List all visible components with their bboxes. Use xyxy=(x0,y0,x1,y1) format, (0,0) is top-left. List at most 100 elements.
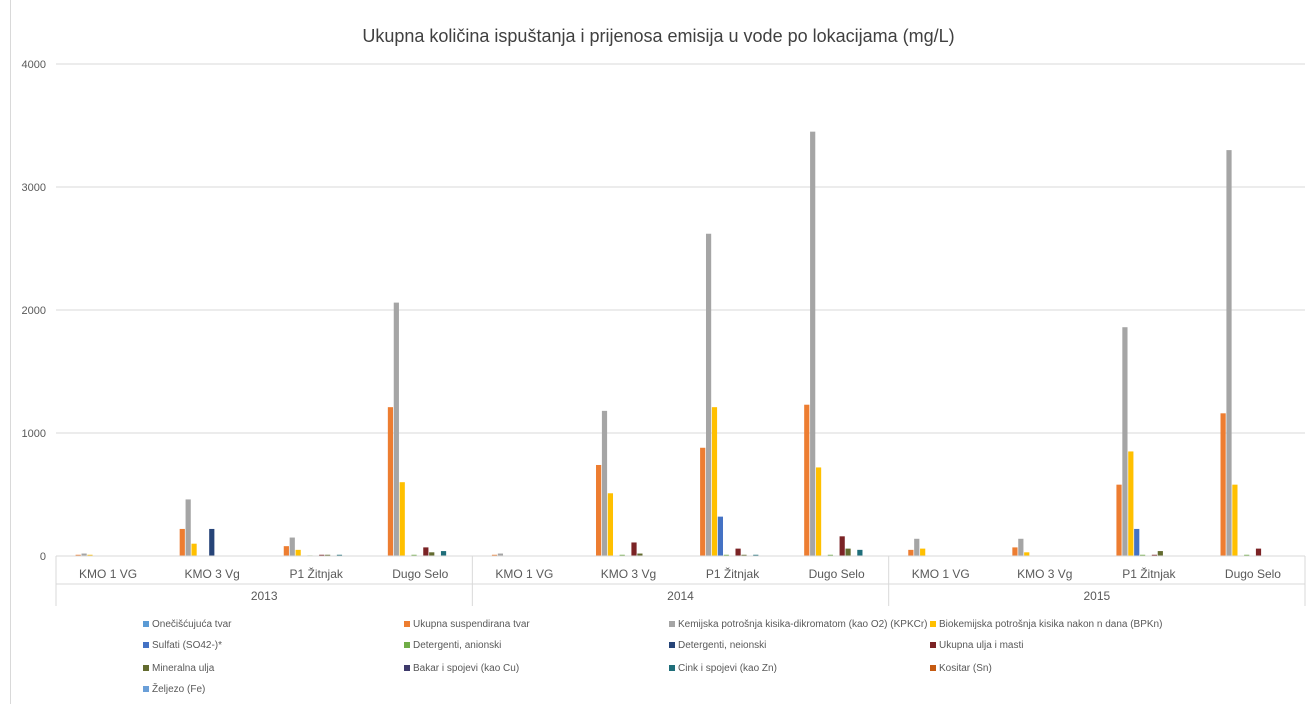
x-tick-label: P1 Žitnjak xyxy=(706,566,760,581)
bar xyxy=(845,548,851,556)
bar xyxy=(1140,554,1146,556)
y-tick-label: 4000 xyxy=(22,59,46,71)
bar xyxy=(179,528,185,556)
chart-frame xyxy=(10,0,1308,704)
legend-swatch xyxy=(930,621,936,627)
bar xyxy=(209,528,215,556)
bar xyxy=(1157,551,1163,556)
bar xyxy=(908,549,914,556)
bar xyxy=(87,554,93,556)
x-tick-label: Dugo Selo xyxy=(392,567,448,581)
bar xyxy=(319,554,325,556)
bar xyxy=(1134,528,1140,556)
y-tick-label: 3000 xyxy=(22,182,46,194)
bar xyxy=(411,554,417,556)
bar xyxy=(336,554,343,556)
x-tick-label: KMO 3 Vg xyxy=(1017,567,1072,581)
x-tick-label: P1 Žitnjak xyxy=(290,566,344,581)
bar xyxy=(717,516,723,556)
bar xyxy=(827,554,833,556)
y-tick-label: 1000 xyxy=(22,428,46,440)
bar xyxy=(429,552,435,556)
bar xyxy=(423,547,429,556)
legend-label: Onečišćujuća tvar xyxy=(152,619,232,630)
bar xyxy=(637,553,643,556)
bar xyxy=(735,548,741,556)
bar xyxy=(1122,327,1128,556)
bar xyxy=(596,464,602,556)
bar xyxy=(815,467,822,556)
bar xyxy=(1128,451,1134,556)
legend-label: Kemijska potrošnja kisika-dikromatom (ka… xyxy=(678,619,928,630)
bar xyxy=(497,553,504,556)
legend-label: Detergenti, neionski xyxy=(678,640,766,651)
x-tick-label: Dugo Selo xyxy=(1225,567,1281,581)
legend-swatch xyxy=(669,621,675,627)
bar xyxy=(393,302,399,556)
bar xyxy=(283,546,289,556)
legend-label: Mineralna ulja xyxy=(152,663,215,674)
x-tick-label: KMO 1 VG xyxy=(79,567,137,581)
bar xyxy=(1116,484,1122,556)
bar xyxy=(1220,413,1226,556)
legend-swatch xyxy=(143,686,149,692)
bar xyxy=(1012,547,1018,556)
bar xyxy=(914,538,920,556)
legend-swatch xyxy=(404,642,410,648)
bar xyxy=(804,404,810,556)
legend-label: Ukupna ulja i masti xyxy=(939,640,1023,651)
legend-swatch xyxy=(669,665,675,671)
bar xyxy=(75,554,81,556)
bar xyxy=(1024,552,1030,556)
bar xyxy=(705,233,712,557)
legend-label: Cink i spojevi (kao Zn) xyxy=(678,663,777,674)
x-tick-label: KMO 1 VG xyxy=(912,567,970,581)
legend-label: Sulfati (SO42-)* xyxy=(152,640,222,651)
x-tick-label: Dugo Selo xyxy=(809,567,865,581)
bar xyxy=(631,542,637,556)
x-tick-label: KMO 3 Vg xyxy=(184,567,239,581)
bar xyxy=(399,482,405,556)
bar xyxy=(711,407,718,556)
legend-swatch xyxy=(143,621,149,627)
bar xyxy=(741,554,747,556)
bar xyxy=(857,549,863,556)
bar xyxy=(1226,150,1232,556)
legend-label: Bakar i spojevi (kao Cu) xyxy=(413,663,519,674)
bar xyxy=(810,131,816,556)
x-group-label: 2013 xyxy=(251,589,278,603)
bar xyxy=(700,447,706,556)
legend-swatch xyxy=(930,642,936,648)
bar xyxy=(387,407,394,556)
legend-swatch xyxy=(404,665,410,671)
x-tick-label: KMO 3 Vg xyxy=(601,567,656,581)
bar xyxy=(81,553,87,556)
legend-swatch xyxy=(404,621,410,627)
bar xyxy=(325,554,331,556)
legend-swatch xyxy=(143,642,149,648)
legend-swatch xyxy=(930,665,936,671)
bar xyxy=(619,554,625,556)
bar xyxy=(920,548,926,556)
legend-label: Detergenti, anionski xyxy=(413,640,501,651)
bar xyxy=(839,536,845,556)
legend-label: Ukupna suspendirana tvar xyxy=(413,619,530,630)
bar xyxy=(723,554,729,556)
x-tick-label: P1 Žitnjak xyxy=(1122,566,1176,581)
bar xyxy=(185,499,191,556)
bar xyxy=(753,554,759,556)
y-tick-label: 2000 xyxy=(22,305,46,317)
legend-label: Kositar (Sn) xyxy=(939,663,992,674)
bar xyxy=(1018,538,1024,556)
bar xyxy=(491,554,498,556)
x-group-label: 2015 xyxy=(1083,589,1110,603)
bar xyxy=(1255,548,1262,556)
legend-label: Biokemijska potrošnja kisika nakon n dan… xyxy=(939,619,1162,630)
legend-swatch xyxy=(669,642,675,648)
bar xyxy=(601,410,608,556)
bar xyxy=(1151,554,1158,556)
legend-label: Željezo (Fe) xyxy=(152,682,205,695)
bar xyxy=(1232,484,1238,556)
